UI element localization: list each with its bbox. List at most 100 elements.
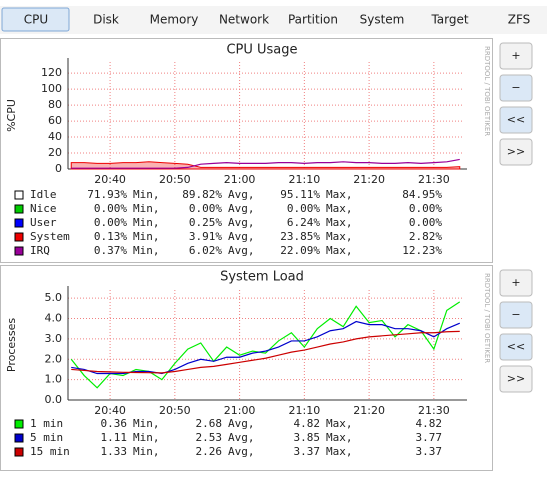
legend-swatch bbox=[14, 246, 24, 256]
legend-stat: 0.25% bbox=[189, 216, 222, 229]
y-tick-label: 100 bbox=[41, 82, 62, 95]
legend-stat-label: Avg, bbox=[228, 417, 255, 430]
tab[interactable]: Target bbox=[430, 13, 468, 27]
series-line bbox=[71, 158, 460, 169]
legend-stat-label: Min, bbox=[133, 188, 160, 201]
legend-name: Idle bbox=[30, 188, 57, 201]
y-tick-label: 0.0 bbox=[45, 393, 63, 406]
button-label[interactable]: >> bbox=[507, 372, 525, 385]
series-area bbox=[70, 161, 461, 170]
legend-stat-label: Min, bbox=[133, 216, 160, 229]
x-tick-label: 20:40 bbox=[94, 404, 126, 417]
series-line bbox=[71, 320, 460, 375]
legend-stat: 89.82% bbox=[182, 188, 222, 201]
x-tick-label: 20:40 bbox=[94, 173, 126, 186]
panel bbox=[0, 265, 493, 471]
legend-stat: 95.11% bbox=[280, 188, 320, 201]
button[interactable] bbox=[499, 42, 533, 70]
legend-stat-label: Avg, bbox=[228, 244, 255, 257]
legend-stat-label: Min, bbox=[133, 244, 160, 257]
tab[interactable]: Partition bbox=[288, 13, 338, 27]
button-label[interactable]: − bbox=[511, 308, 520, 321]
button[interactable] bbox=[499, 365, 533, 393]
legend-stat: 2.53 bbox=[196, 431, 223, 444]
y-tick-label: 5.0 bbox=[45, 291, 63, 304]
button-label[interactable]: >> bbox=[507, 145, 525, 158]
y-tick-label: 40 bbox=[48, 130, 62, 143]
legend-name: Nice bbox=[30, 202, 57, 215]
y-axis-label: %CPU bbox=[5, 99, 18, 132]
legend-name: IRQ bbox=[30, 244, 50, 257]
legend-swatch bbox=[14, 447, 24, 457]
legend-stat-label: Min, bbox=[133, 431, 160, 444]
legend-stat-label: Max, bbox=[326, 188, 353, 201]
legend-stat: 3.91% bbox=[189, 230, 222, 243]
button[interactable] bbox=[499, 138, 533, 166]
legend-stat-label: Max, bbox=[326, 431, 353, 444]
y-tick-label: 60 bbox=[48, 114, 62, 127]
tab[interactable]: ZFS bbox=[508, 13, 531, 27]
y-tick-label: 0 bbox=[55, 162, 62, 175]
legend-name: 15 min bbox=[30, 445, 70, 458]
button[interactable] bbox=[499, 269, 533, 297]
button-label[interactable]: + bbox=[511, 49, 520, 62]
legend-stat-label: Min, bbox=[133, 230, 160, 243]
button[interactable] bbox=[499, 301, 533, 329]
tab[interactable]: Disk bbox=[93, 13, 119, 27]
legend-stat: 2.82% bbox=[409, 230, 442, 243]
x-tick-label: 20:50 bbox=[159, 173, 191, 186]
tab-selected[interactable] bbox=[1, 7, 70, 32]
y-tick-label: 1.0 bbox=[45, 373, 63, 386]
legend-stat: 2.68 bbox=[196, 417, 223, 430]
legend-stat: 2.26 bbox=[196, 445, 223, 458]
button[interactable] bbox=[499, 74, 533, 102]
legend-name: User bbox=[30, 216, 57, 229]
legend-swatch bbox=[14, 204, 24, 214]
y-tick-label: 80 bbox=[48, 98, 62, 111]
legend-name: 1 min bbox=[30, 417, 63, 430]
legend-stat-label: Max, bbox=[326, 230, 353, 243]
legend-stat: 0.13% bbox=[94, 230, 127, 243]
chart-title: System Load bbox=[220, 270, 304, 285]
y-axis-label: Processes bbox=[5, 318, 18, 372]
legend-stat: 3.77 bbox=[416, 431, 443, 444]
tab[interactable]: CPU bbox=[24, 13, 48, 27]
legend-stat: 3.37 bbox=[294, 445, 321, 458]
legend-stat: 4.82 bbox=[416, 417, 443, 430]
y-tick-label: 2.0 bbox=[45, 352, 63, 365]
watermark: RRDTOOL / TOBI OETIKER bbox=[483, 273, 491, 363]
legend-stat: 0.00% bbox=[189, 202, 222, 215]
legend-name: System bbox=[30, 230, 70, 243]
button-label[interactable]: << bbox=[507, 113, 525, 126]
y-tick-label: 20 bbox=[48, 146, 62, 159]
legend-swatch bbox=[14, 218, 24, 228]
legend-stat-label: Avg, bbox=[228, 445, 255, 458]
legend-stat: 84.95% bbox=[402, 188, 442, 201]
x-tick-label: 21:20 bbox=[353, 173, 385, 186]
legend-stat: 0.00% bbox=[94, 202, 127, 215]
legend-stat: 0.00% bbox=[287, 202, 320, 215]
tab[interactable]: Memory bbox=[150, 13, 199, 27]
legend-stat: 23.85% bbox=[280, 230, 320, 243]
button-label[interactable]: − bbox=[511, 81, 520, 94]
series-line bbox=[70, 301, 461, 389]
legend-stat-label: Min, bbox=[133, 417, 160, 430]
legend-stat: 1.11 bbox=[101, 431, 128, 444]
legend-stat: 0.00% bbox=[409, 216, 442, 229]
button-label[interactable]: + bbox=[511, 276, 520, 289]
button[interactable] bbox=[499, 333, 533, 361]
button-label[interactable]: << bbox=[507, 340, 525, 353]
tab[interactable]: System bbox=[360, 13, 405, 27]
legend-stat-label: Avg, bbox=[228, 230, 255, 243]
legend-stat: 3.85 bbox=[294, 431, 321, 444]
legend-stat: 1.33 bbox=[101, 445, 128, 458]
legend-swatch bbox=[14, 419, 24, 429]
legend-name: 5 min bbox=[30, 431, 63, 444]
button[interactable] bbox=[499, 106, 533, 134]
legend-stat: 6.24% bbox=[287, 216, 320, 229]
legend-stat-label: Avg, bbox=[228, 216, 255, 229]
tab[interactable]: Network bbox=[219, 13, 269, 27]
x-tick-label: 21:30 bbox=[418, 404, 450, 417]
chart-title: CPU Usage bbox=[226, 43, 297, 58]
legend-swatch bbox=[14, 232, 24, 242]
